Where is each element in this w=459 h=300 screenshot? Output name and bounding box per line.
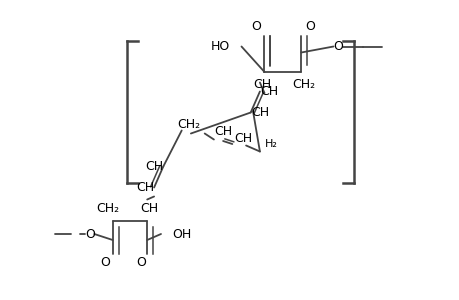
Text: CH₂: CH₂	[96, 202, 119, 215]
Text: O: O	[84, 227, 95, 241]
Text: H₂: H₂	[264, 139, 277, 149]
Text: CH: CH	[140, 202, 158, 215]
Text: CH: CH	[252, 77, 271, 91]
Text: CH₂: CH₂	[177, 118, 200, 131]
Text: O: O	[250, 20, 260, 34]
Text: CH: CH	[213, 125, 232, 139]
Text: OH: OH	[172, 227, 191, 241]
Text: CH: CH	[135, 181, 154, 194]
Text: O: O	[136, 256, 146, 269]
Text: CH₂: CH₂	[291, 77, 314, 91]
Text: CH: CH	[234, 131, 252, 145]
Text: CH: CH	[259, 85, 278, 98]
Text: O: O	[332, 40, 342, 53]
Text: O: O	[305, 20, 315, 34]
Text: O: O	[100, 256, 110, 269]
Text: CH: CH	[250, 106, 269, 119]
Text: HO: HO	[210, 40, 230, 53]
Text: CH: CH	[145, 160, 163, 173]
